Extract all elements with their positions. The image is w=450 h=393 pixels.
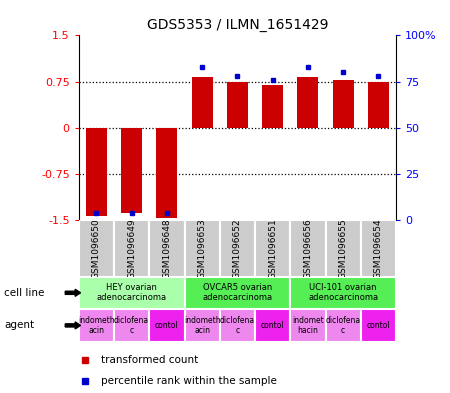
Text: indometh
acin: indometh acin xyxy=(78,316,115,335)
Text: GSM1096652: GSM1096652 xyxy=(233,218,242,279)
Bar xyxy=(361,309,396,342)
Text: diclofena
c: diclofena c xyxy=(325,316,361,335)
Text: GSM1096650: GSM1096650 xyxy=(92,218,101,279)
Bar xyxy=(290,277,396,309)
Bar xyxy=(290,220,325,277)
Text: contol: contol xyxy=(367,321,390,330)
Text: GSM1096648: GSM1096648 xyxy=(162,218,171,279)
Text: HEY ovarian
adenocarcinoma: HEY ovarian adenocarcinoma xyxy=(97,283,166,303)
Text: diclofena
c: diclofena c xyxy=(220,316,255,335)
Text: agent: agent xyxy=(4,320,35,331)
Text: contol: contol xyxy=(261,321,284,330)
Text: GSM1096651: GSM1096651 xyxy=(268,218,277,279)
Bar xyxy=(86,128,107,216)
Text: GSM1096653: GSM1096653 xyxy=(198,218,207,279)
Bar xyxy=(227,82,248,128)
Bar xyxy=(184,220,220,277)
Bar xyxy=(290,309,325,342)
Text: percentile rank within the sample: percentile rank within the sample xyxy=(101,376,277,386)
Text: GSM1096654: GSM1096654 xyxy=(374,218,383,279)
Bar xyxy=(368,82,389,128)
Bar xyxy=(255,309,290,342)
Bar xyxy=(361,220,396,277)
Bar xyxy=(262,84,283,128)
Text: OVCAR5 ovarian
adenocarcinoma: OVCAR5 ovarian adenocarcinoma xyxy=(202,283,272,303)
Bar xyxy=(79,309,114,342)
Bar xyxy=(192,77,213,128)
Bar xyxy=(220,309,255,342)
Bar xyxy=(184,309,220,342)
Bar xyxy=(255,220,290,277)
Text: diclofena
c: diclofena c xyxy=(114,316,149,335)
Text: GSM1096655: GSM1096655 xyxy=(339,218,348,279)
Bar xyxy=(184,277,290,309)
Text: transformed count: transformed count xyxy=(101,354,198,365)
Bar xyxy=(333,80,354,128)
Bar xyxy=(156,128,177,218)
Bar xyxy=(114,309,149,342)
Text: indometh
acin: indometh acin xyxy=(184,316,220,335)
Text: GSM1096649: GSM1096649 xyxy=(127,218,136,279)
Bar xyxy=(149,220,184,277)
Title: GDS5353 / ILMN_1651429: GDS5353 / ILMN_1651429 xyxy=(147,18,328,31)
Bar xyxy=(220,220,255,277)
Bar xyxy=(325,309,361,342)
Text: UCI-101 ovarian
adenocarcinoma: UCI-101 ovarian adenocarcinoma xyxy=(308,283,378,303)
Text: contol: contol xyxy=(155,321,179,330)
Bar xyxy=(79,220,114,277)
Bar xyxy=(149,309,184,342)
Text: cell line: cell line xyxy=(4,288,45,298)
Bar xyxy=(79,277,184,309)
Text: indomet
hacin: indomet hacin xyxy=(292,316,324,335)
Bar xyxy=(121,128,142,213)
Bar xyxy=(114,220,149,277)
Bar xyxy=(297,77,319,128)
Bar xyxy=(325,220,361,277)
Text: GSM1096656: GSM1096656 xyxy=(303,218,312,279)
